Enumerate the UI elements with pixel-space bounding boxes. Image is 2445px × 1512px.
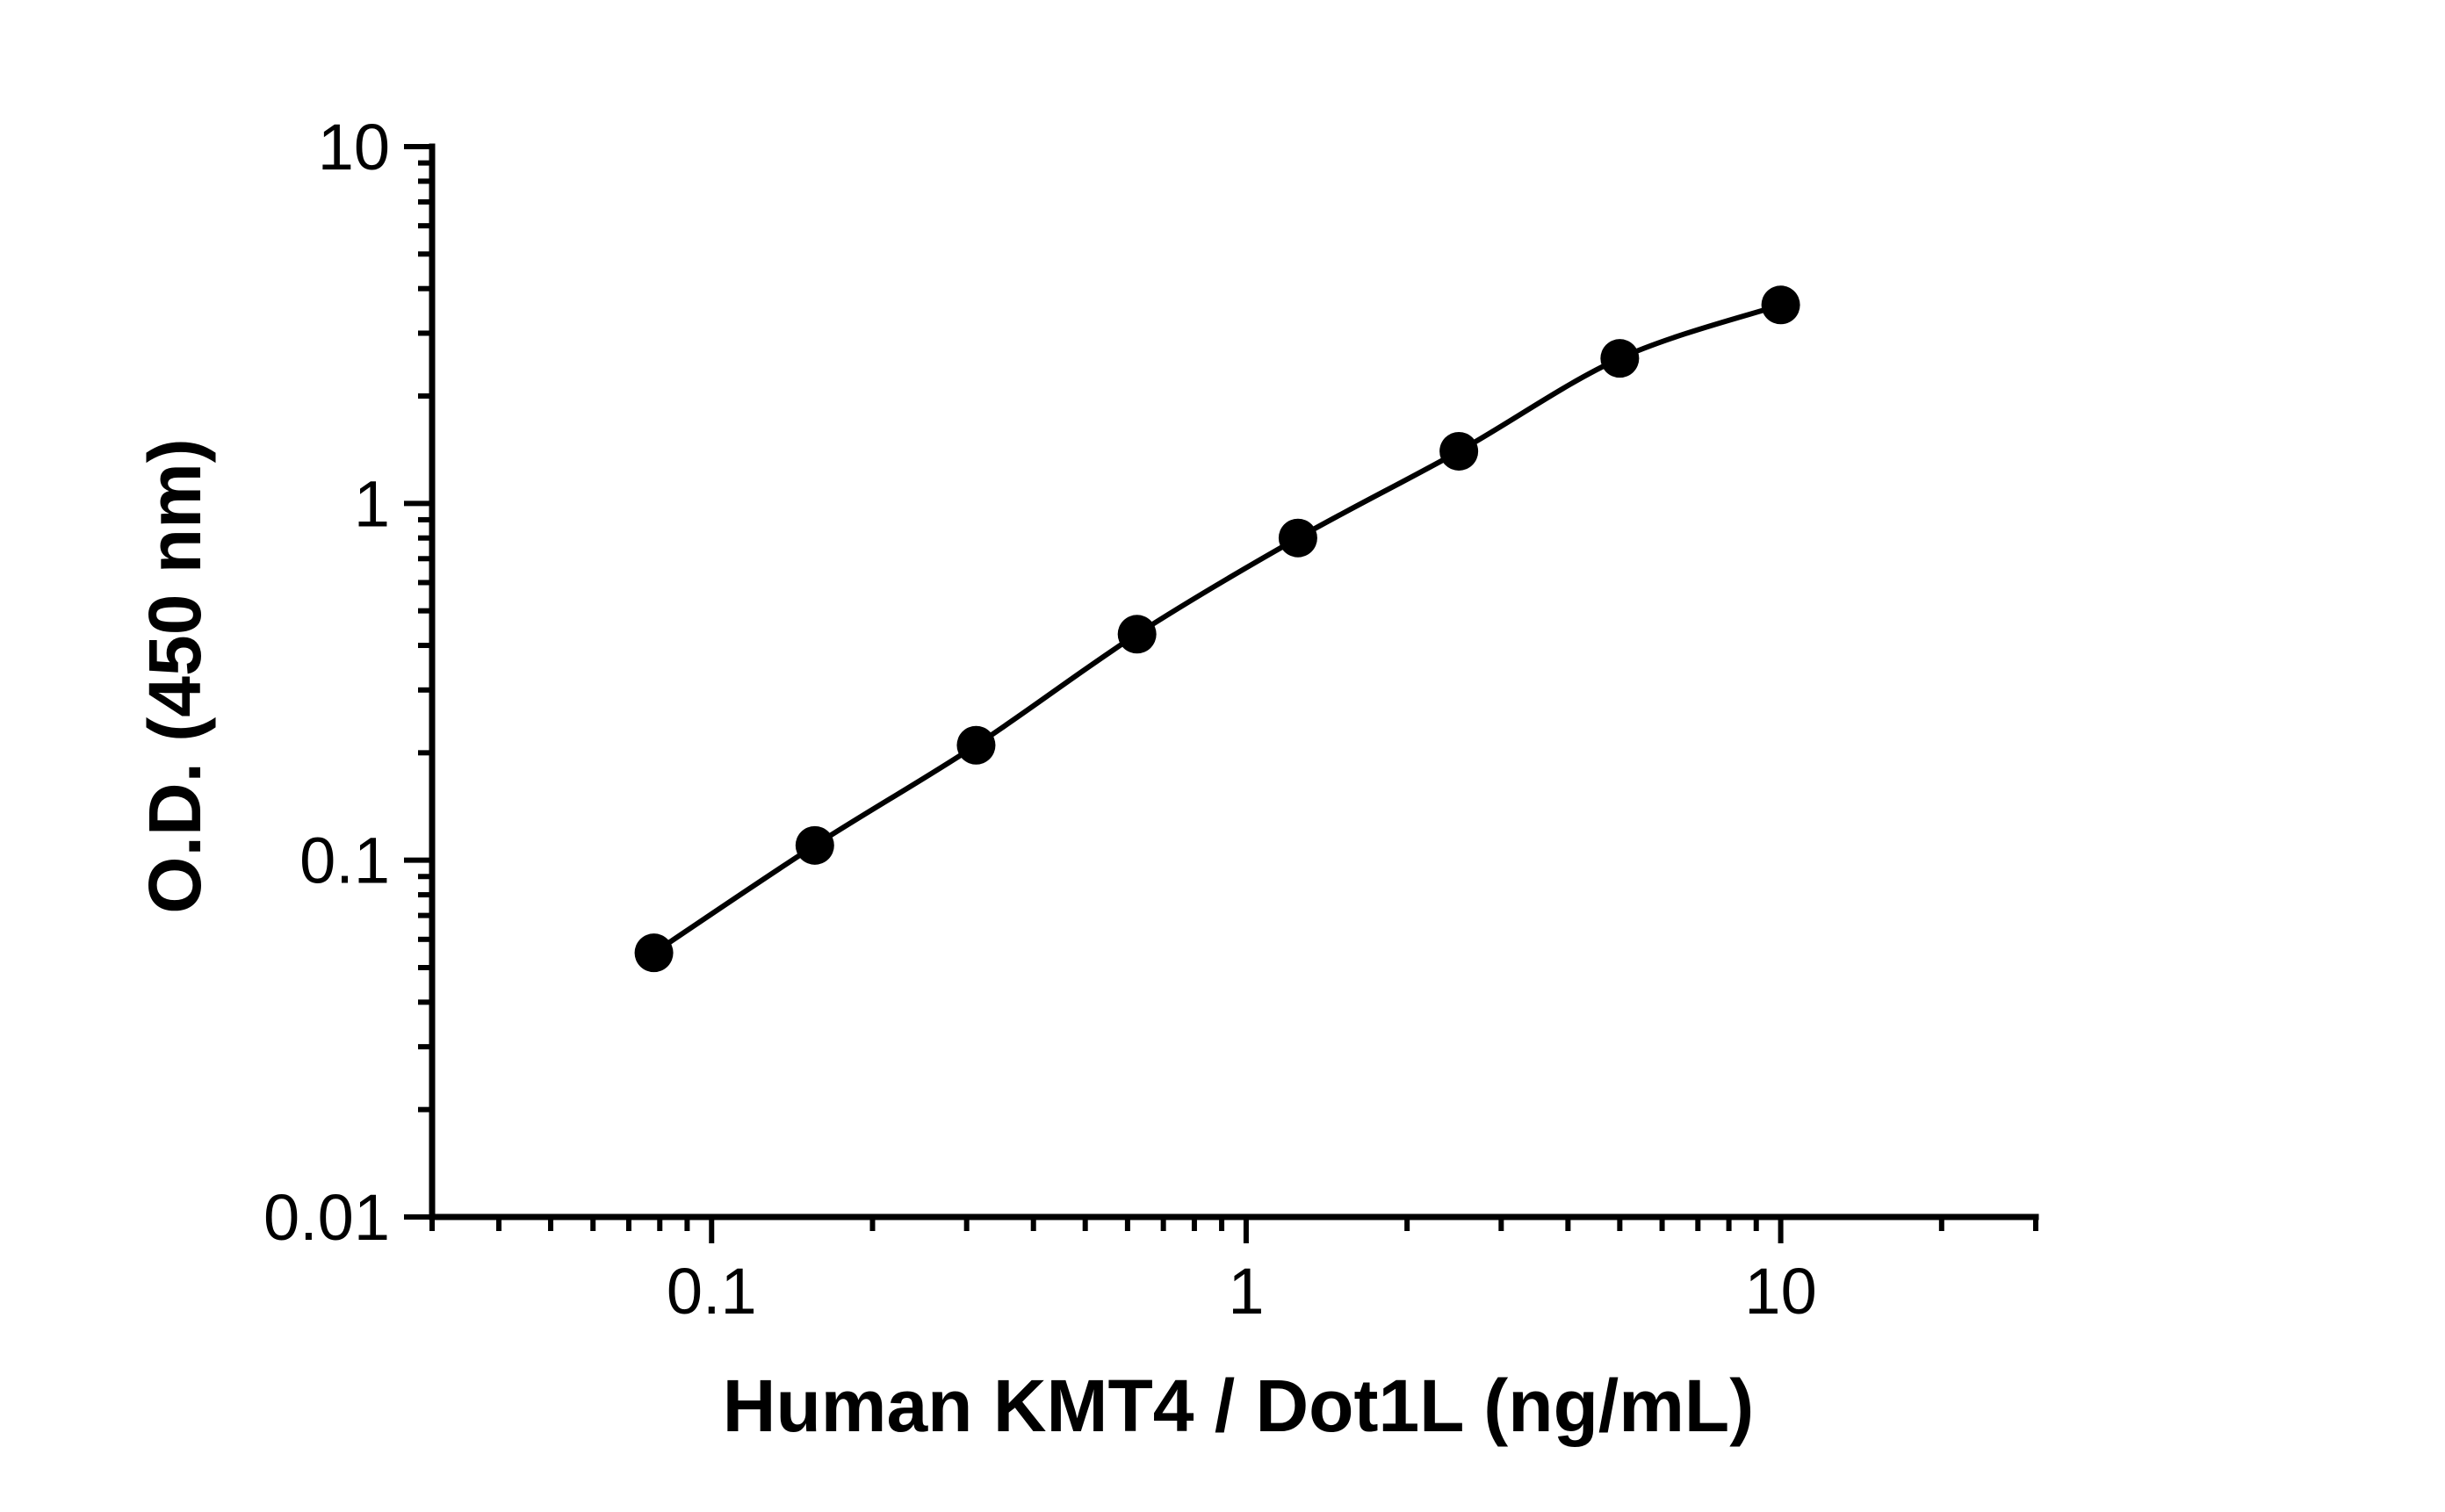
data-point bbox=[1439, 431, 1479, 471]
fit-curve-layer bbox=[652, 302, 1782, 955]
data-points-layer bbox=[634, 285, 1800, 973]
x-tick-label: 1 bbox=[1228, 1255, 1264, 1328]
data-point bbox=[795, 825, 834, 865]
data-point bbox=[634, 933, 674, 973]
data-point bbox=[1117, 615, 1157, 654]
fit-curve bbox=[652, 302, 1782, 955]
data-point bbox=[1278, 518, 1317, 558]
data-point bbox=[956, 725, 996, 765]
y-axis-title: O.D. (450 nm) bbox=[133, 438, 216, 913]
y-tick-label: 0.1 bbox=[299, 824, 390, 897]
data-point bbox=[1600, 339, 1640, 378]
x-tick-label: 10 bbox=[1744, 1255, 1816, 1328]
y-tick-label: 1 bbox=[354, 467, 390, 540]
x-tick-label: 0.1 bbox=[667, 1255, 757, 1328]
y-tick-label: 0.01 bbox=[263, 1181, 390, 1254]
y-tick-label: 10 bbox=[318, 111, 390, 184]
y-axis: 0.01 0.1 1 10 bbox=[263, 111, 436, 1254]
data-point bbox=[1761, 285, 1800, 325]
x-axis-title: Human KMT4 / Dot1L (ng/mL) bbox=[723, 1364, 1754, 1447]
x-axis: 0.1 1 10 bbox=[429, 1213, 2039, 1328]
